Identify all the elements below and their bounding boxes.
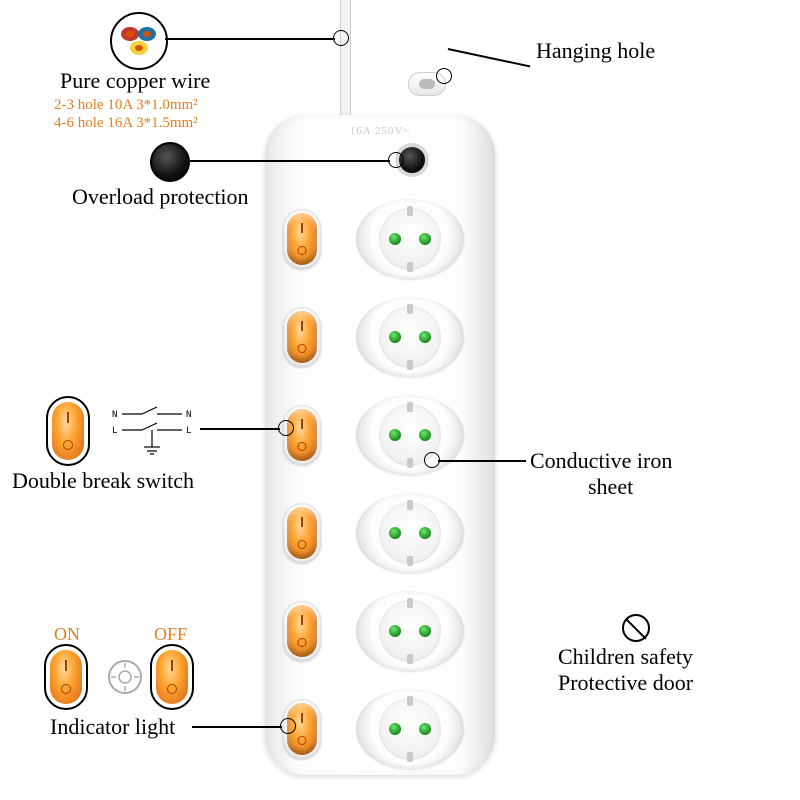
eu-outlet[interactable] (350, 585, 470, 677)
strip-rating-text: 16A 250V~ (350, 125, 410, 137)
conductive-label: Conductive iron (530, 448, 672, 474)
rocker-switch[interactable] (283, 503, 321, 563)
eu-outlet[interactable] (350, 487, 470, 579)
callout-line (192, 726, 282, 728)
eu-outlet[interactable] (350, 683, 470, 775)
double-break-switch-icon (46, 396, 90, 466)
outlet-row (265, 481, 495, 581)
svg-text:L: L (186, 426, 191, 436)
callout-line (190, 160, 390, 162)
eu-outlet[interactable] (350, 291, 470, 383)
indicator-light-label: Indicator light (50, 714, 175, 740)
children-safety-label-1: Children safety (558, 644, 693, 670)
copper-wire-icon (110, 12, 168, 70)
svg-text:N: N (186, 410, 191, 420)
callout-line (438, 460, 526, 462)
off-label: OFF (154, 624, 187, 646)
outlet-row (265, 187, 495, 287)
rocker-switch[interactable] (283, 601, 321, 661)
switch-on-icon (44, 644, 88, 710)
outlet-row (265, 579, 495, 679)
callout-endpoint (280, 718, 296, 734)
eu-outlet[interactable] (350, 389, 470, 481)
callout-line (200, 428, 280, 430)
spec-line-2: 4-6 hole 16A 3*1.5mm² (54, 114, 198, 132)
circuit-diagram: N N L L (112, 405, 202, 458)
spec-line-1: 2-3 hole 10A 3*1.0mm² (54, 96, 198, 114)
lightbulb-icon (108, 660, 142, 694)
double-break-label: Double break switch (12, 468, 194, 494)
eu-outlet[interactable] (350, 193, 470, 285)
svg-text:N: N (112, 410, 117, 420)
conductive-sheet-word: sheet (588, 474, 633, 500)
switch-off-icon (150, 644, 194, 710)
hanging-hole-label: Hanging hole (536, 38, 655, 64)
conductive-text: Conductive iron (530, 448, 672, 473)
outlet-row (265, 383, 495, 483)
callout-endpoint (278, 420, 294, 436)
callout-endpoint (424, 452, 440, 468)
outlet-row (265, 677, 495, 777)
callout-line (448, 48, 530, 67)
callout-endpoint (388, 152, 404, 168)
power-cable (340, 0, 351, 120)
rocker-switch[interactable] (283, 209, 321, 269)
svg-text:L: L (112, 426, 117, 436)
power-strip-body: 16A 250V~ (265, 115, 495, 775)
callout-line (165, 38, 335, 40)
copper-wire-label: Pure copper wire (60, 68, 210, 94)
overload-label: Overload protection (72, 184, 249, 210)
callout-endpoint (436, 68, 452, 84)
prohibit-icon (622, 614, 650, 642)
overload-icon (150, 142, 190, 182)
rocker-switch[interactable] (283, 307, 321, 367)
on-label: ON (54, 624, 80, 646)
callout-endpoint (333, 30, 349, 46)
children-safety-label-2: Protective door (558, 670, 693, 696)
outlet-row (265, 285, 495, 385)
